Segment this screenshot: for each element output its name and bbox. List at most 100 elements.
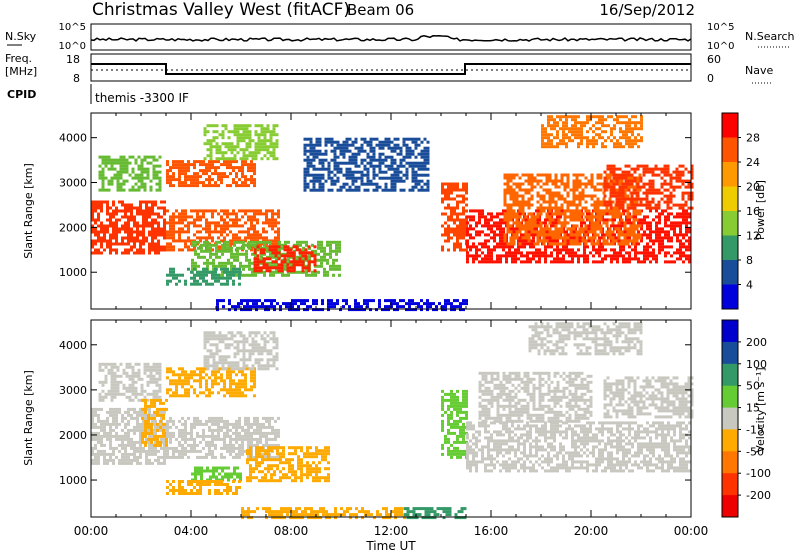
power-cell [618, 167, 622, 171]
power-cell [560, 230, 564, 234]
power-cell [143, 185, 147, 189]
power-cell [214, 221, 217, 225]
power-cell [128, 161, 132, 165]
power-cell [631, 257, 634, 261]
power-cell [596, 206, 600, 210]
power-cell [652, 254, 655, 258]
power-cell [224, 243, 227, 247]
power-cell [242, 243, 245, 247]
power-cell [309, 188, 313, 192]
power-cell [658, 236, 661, 240]
power-cell [236, 246, 239, 250]
power-cell [610, 115, 613, 119]
power-cell [122, 182, 126, 186]
power-cell [575, 218, 579, 222]
power-cell [139, 251, 142, 255]
power-cell [506, 203, 510, 207]
power-cell [140, 167, 144, 171]
velocity-cell [103, 461, 106, 465]
power-cell [277, 263, 281, 267]
power-cell [272, 133, 276, 137]
power-cell [366, 182, 370, 186]
power-cell [617, 230, 621, 234]
velocity-cell [145, 416, 148, 420]
power-cell [234, 308, 237, 312]
power-cell [190, 178, 193, 182]
power-cell [321, 167, 325, 171]
power-cell [121, 215, 124, 219]
power-cell [260, 139, 264, 143]
power-cell [603, 200, 607, 204]
velocity-cell [133, 455, 136, 459]
power-cell [628, 145, 631, 149]
power-cell [163, 248, 166, 252]
power-cell [538, 260, 541, 264]
power-cell [399, 299, 402, 303]
power-cell [512, 233, 516, 237]
power-cell [268, 248, 272, 252]
power-cell [517, 239, 520, 243]
velocity-cell [94, 425, 97, 429]
power-cell [566, 191, 570, 195]
power-cell [140, 158, 144, 162]
power-cell [527, 233, 531, 237]
power-cell [533, 179, 537, 183]
power-cell [575, 203, 579, 207]
power-cell [212, 139, 216, 143]
power-cell [506, 221, 510, 225]
velocity-cell [106, 419, 109, 423]
power-cell [560, 173, 564, 177]
power-cell [523, 254, 526, 258]
power-cell [184, 178, 187, 182]
power-cell [299, 270, 302, 274]
power-cell [396, 167, 400, 171]
power-cell [681, 206, 685, 210]
velocity-cell [103, 434, 106, 438]
power-cell [669, 206, 673, 210]
power-cell [217, 276, 220, 280]
velocity-cell [115, 455, 118, 459]
power-cell [667, 260, 670, 264]
power-cell [163, 236, 166, 240]
power-cell [244, 239, 247, 243]
power-cell [636, 164, 640, 168]
power-cell [107, 158, 111, 162]
power-cell [469, 233, 472, 237]
power-cell [387, 308, 390, 312]
power-cell [503, 200, 507, 204]
power-cell [581, 212, 585, 216]
power-cell [462, 188, 465, 192]
velocity-cell [112, 428, 115, 432]
power-cell [640, 227, 643, 231]
power-cell [571, 257, 574, 261]
power-cell [414, 146, 418, 150]
power-cell [318, 173, 322, 177]
power-cell [587, 218, 591, 222]
cpid-text: themis -3300 IF [95, 91, 189, 105]
power-cell [515, 200, 519, 204]
velocity-cell [97, 413, 100, 417]
power-cell [336, 170, 340, 174]
power-cell [444, 299, 447, 303]
power-cell [166, 172, 169, 176]
power-cell [124, 251, 127, 255]
power-cell [602, 191, 606, 195]
power-cell [462, 218, 465, 222]
power-cell [484, 239, 487, 243]
power-cell [610, 127, 613, 131]
power-cell [378, 164, 382, 168]
velocity-cell [133, 446, 136, 450]
power-cell [638, 233, 642, 237]
power-cell [399, 188, 403, 192]
power-colorbar-tick-label: 4 [746, 279, 753, 292]
power-cell [578, 212, 582, 216]
power-cell [616, 121, 619, 125]
power-cell [499, 239, 502, 243]
power-cell [238, 184, 241, 188]
power-cell [533, 230, 537, 234]
power-cell [215, 246, 218, 250]
power-cell [140, 161, 144, 165]
power-cell [121, 227, 124, 231]
power-cell [672, 185, 676, 189]
power-cell [166, 233, 169, 237]
